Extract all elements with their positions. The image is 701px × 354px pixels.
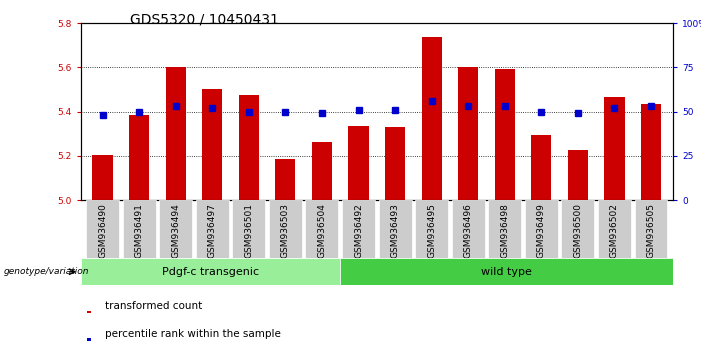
Bar [312,143,332,200]
Text: Pdgf-c transgenic: Pdgf-c transgenic [162,267,259,277]
Bar [275,159,295,200]
FancyBboxPatch shape [598,200,631,258]
Text: GSM936501: GSM936501 [245,203,253,258]
FancyBboxPatch shape [342,200,375,258]
Bar [348,126,369,200]
FancyBboxPatch shape [451,200,484,258]
FancyBboxPatch shape [159,200,192,258]
FancyBboxPatch shape [415,200,448,258]
Bar [86,310,91,313]
Text: GSM936502: GSM936502 [610,203,619,258]
Text: GSM936496: GSM936496 [463,203,472,258]
FancyBboxPatch shape [123,200,156,258]
Bar [568,150,588,200]
Text: GDS5320 / 10450431: GDS5320 / 10450431 [130,12,278,27]
FancyBboxPatch shape [489,200,522,258]
Bar [421,38,442,200]
Bar [340,258,673,285]
Text: percentile rank within the sample: percentile rank within the sample [105,329,281,339]
Bar [165,67,186,200]
FancyBboxPatch shape [196,200,229,258]
FancyBboxPatch shape [634,200,667,258]
FancyBboxPatch shape [232,200,265,258]
Bar [129,115,149,200]
Text: GSM936495: GSM936495 [427,203,436,258]
Bar [81,258,340,285]
Bar [604,97,625,200]
Text: GSM936500: GSM936500 [573,203,583,258]
Text: genotype/variation: genotype/variation [4,267,89,276]
FancyBboxPatch shape [306,200,339,258]
Text: GSM936497: GSM936497 [207,203,217,258]
Text: GSM936498: GSM936498 [501,203,509,258]
Text: GSM936494: GSM936494 [171,203,180,258]
FancyBboxPatch shape [86,200,119,258]
Bar [531,135,552,200]
FancyBboxPatch shape [562,200,594,258]
Text: GSM936505: GSM936505 [646,203,655,258]
Text: transformed count: transformed count [105,301,203,311]
Bar [202,89,222,200]
Bar [458,67,478,200]
Text: GSM936503: GSM936503 [281,203,290,258]
Text: GSM936504: GSM936504 [318,203,327,258]
Bar [495,69,515,200]
FancyBboxPatch shape [379,200,411,258]
Text: GSM936499: GSM936499 [537,203,546,258]
Text: GSM936493: GSM936493 [390,203,400,258]
Bar [239,95,259,200]
Bar [86,338,91,341]
FancyBboxPatch shape [269,200,302,258]
Text: GSM936492: GSM936492 [354,203,363,258]
Bar [641,104,661,200]
Text: GSM936491: GSM936491 [135,203,144,258]
Bar [385,127,405,200]
FancyBboxPatch shape [525,200,558,258]
Text: wild type: wild type [481,267,532,277]
Text: GSM936490: GSM936490 [98,203,107,258]
Bar [93,155,113,200]
